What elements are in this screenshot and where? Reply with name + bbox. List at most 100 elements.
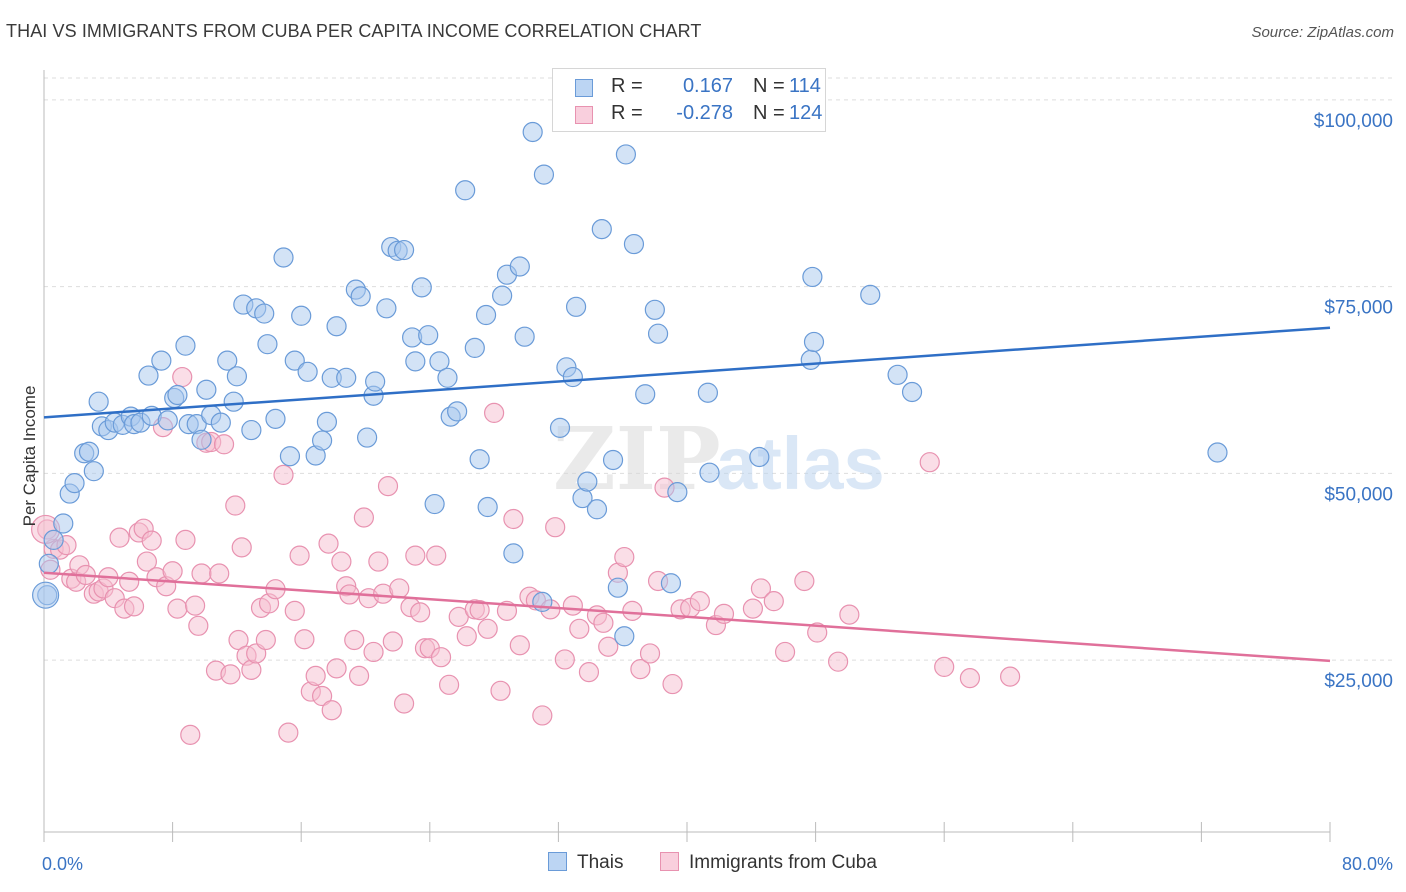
legend-n-label: N = [753,75,785,97]
thai-point [284,350,305,371]
y-tick-label: $50,000 [1324,484,1393,505]
thai-point [803,331,825,353]
thai-point [455,180,476,201]
cuba-point [503,508,524,530]
bottom-legend-thais: Thais [548,852,623,874]
thai-point [336,367,357,388]
thai-point [509,256,530,277]
cuba-point [496,600,518,621]
thai-point [647,323,669,344]
cuba-point [750,578,772,599]
cuba-point [273,464,294,486]
thai-point [257,334,278,355]
thai-point [699,462,720,483]
thai-point [265,408,286,429]
thai-point [393,239,415,261]
legend-swatch-cuba [575,106,593,124]
thai-point [291,305,312,326]
thai-point [175,335,196,356]
x-tick-label-min: 0.0% [42,854,83,874]
thai-point [311,430,333,451]
cuba-point [839,604,860,625]
cuba-point [794,570,815,592]
thai-point [901,381,923,403]
cuba-point [294,629,315,650]
thai-point [210,412,231,433]
cuba-point [410,602,431,623]
cuba-point [774,641,796,663]
cuba-point [180,724,201,745]
thai-point [464,337,485,359]
cuba-point [484,402,505,423]
thai-point [514,326,535,347]
thai-point [615,144,637,165]
watermark: ZIP atlas [553,409,885,510]
cuba-point [363,641,384,663]
cuba-point [578,662,600,683]
legend-n-value: 114 [789,75,821,97]
cuba-point [763,591,784,612]
cuba-point [348,665,370,686]
thai-point [492,285,513,306]
cuba-point [490,680,511,701]
cuba-point [742,598,764,619]
cuba-point [532,705,553,726]
cuba-point [562,595,583,616]
legend-r-label: R = [611,102,643,124]
cuba-point [136,551,157,572]
legend-n-value: 124 [789,102,823,124]
bottom-legend-cuba: Immigrants from Cuba [660,852,877,874]
thai-point [667,481,688,503]
thai-point [38,553,59,574]
cuba-point [554,649,575,670]
cuba-point [545,517,566,538]
thai-point [749,446,770,468]
cuba-point [639,643,661,664]
cuba-point [209,563,230,584]
thai-point [697,382,718,403]
thai-point [376,298,397,319]
thai-point [475,304,497,326]
cuba-point [172,366,193,388]
thai-point [254,303,275,324]
trend-line-thais [43,326,1331,419]
legend-n-label: N = [753,102,785,124]
thai-point [326,316,347,337]
cuba-point [123,596,145,617]
thai-point [549,417,571,438]
thai-point [316,411,338,432]
thai-point [297,361,318,382]
cuba-point [331,551,352,572]
watermark-atlas: atlas [716,422,885,505]
cuba-point [509,635,530,656]
cuba-point [220,664,241,685]
cuba-point [430,647,452,668]
bottom-legend-label-cuba: Immigrants from Cuba [689,852,877,873]
cuba-point [662,673,683,695]
thai-point [83,461,104,482]
cuba-point [326,658,347,679]
cuba-point [344,629,365,651]
cuba-point [278,722,299,743]
cuba-point [284,600,305,621]
cuba-point [569,618,590,639]
cuba-point [919,452,940,473]
thai-point [429,351,450,372]
y-axis-label: Per Capita Income [20,386,39,527]
cuba-point [622,600,643,621]
thai-point [350,286,371,307]
legend-r-value: 0.167 [682,75,733,97]
thai-point [167,384,188,406]
cuba-point [426,545,447,566]
cuba-point [321,700,342,721]
thai-point [469,449,490,470]
cuba-point [213,434,235,455]
cuba-point [1000,666,1021,687]
thai-point [614,626,635,647]
bottom-legend-swatch-cuba [660,852,679,871]
legend-r-value: -0.278 [676,102,733,124]
cuba-point [141,530,162,551]
thai-point [138,365,159,386]
x-ticks [43,822,1331,842]
